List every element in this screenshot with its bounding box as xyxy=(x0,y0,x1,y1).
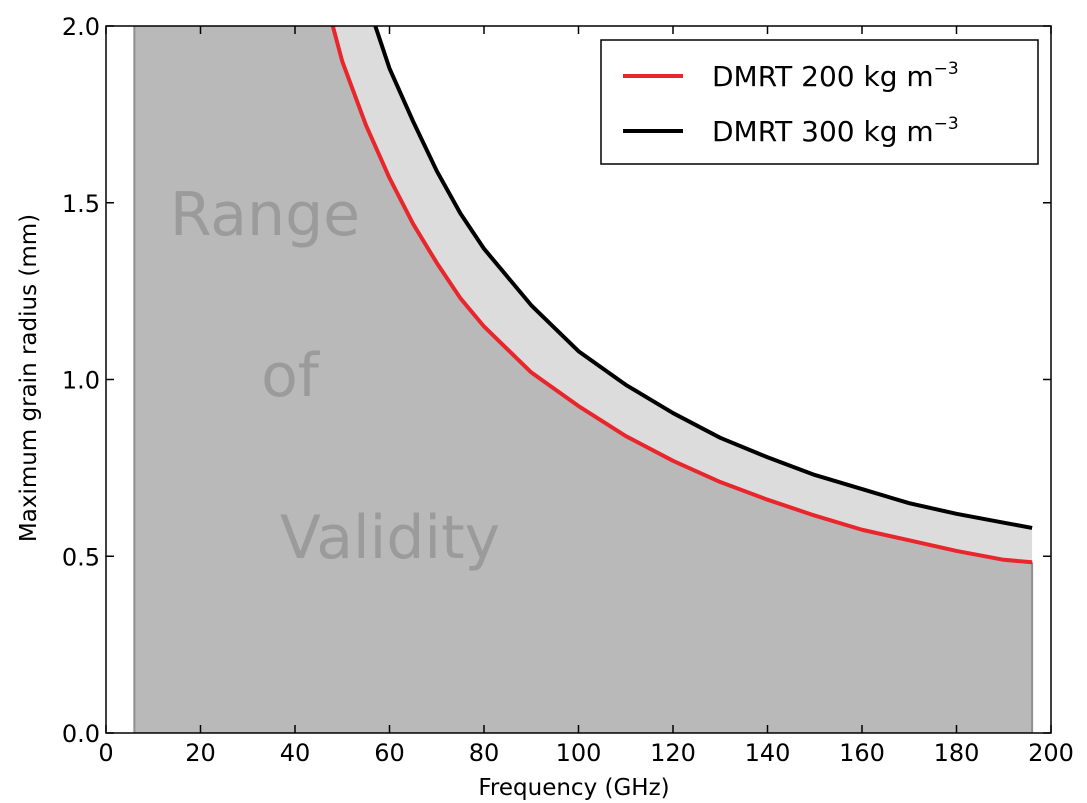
x-tick-label: 160 xyxy=(839,739,885,767)
x-tick-label: 100 xyxy=(556,739,602,767)
y-tick-label: 0.0 xyxy=(62,720,100,748)
x-axis-ticks: 0 20 40 60 80 100 120 140 160 180 200 xyxy=(98,26,1074,767)
validity-band xyxy=(332,26,1033,563)
x-tick-label: 180 xyxy=(934,739,980,767)
legend: DMRT 200 kg m−3 DMRT 300 kg m−3 xyxy=(600,39,1039,165)
legend-label-dmrt-300-exponent: −3 xyxy=(934,114,959,134)
y-tick-label: 2.0 xyxy=(62,13,100,41)
legend-label-dmrt-200: DMRT 200 kg m−3 xyxy=(712,59,959,93)
y-axis-ticks: 0.0 0.5 1.0 1.5 2.0 xyxy=(62,13,1051,748)
series-line-dmrt-300 xyxy=(373,25,1033,530)
legend-label-dmrt-200-text: DMRT 200 kg m xyxy=(712,60,934,93)
legend-label-dmrt-200-exponent: −3 xyxy=(934,59,959,79)
x-tick-label: 80 xyxy=(469,739,500,767)
series-line-dmrt-200 xyxy=(330,25,1033,565)
x-axis-label: Frequency (GHz) xyxy=(478,775,669,801)
x-tick-label: 0 xyxy=(98,739,113,767)
legend-box xyxy=(600,39,1039,165)
x-tick-label: 20 xyxy=(185,739,216,767)
x-tick-label: 60 xyxy=(374,739,405,767)
annotation-range: Range xyxy=(170,180,360,250)
y-tick-label: 1.0 xyxy=(62,367,100,395)
x-tick-label: 200 xyxy=(1028,739,1074,767)
x-tick-label: 140 xyxy=(745,739,791,767)
y-axis-label: Maximum grain radius (mm) xyxy=(16,214,42,542)
validity-region xyxy=(134,26,1033,733)
y-tick-label: 1.5 xyxy=(62,190,100,218)
annotation-validity: Validity xyxy=(280,503,500,573)
y-tick-label: 0.5 xyxy=(62,543,100,571)
x-tick-label: 120 xyxy=(650,739,696,767)
legend-label-dmrt-300-text: DMRT 300 kg m xyxy=(712,115,934,148)
annotation-of: of xyxy=(261,341,321,411)
legend-label-dmrt-300: DMRT 300 kg m−3 xyxy=(712,114,959,148)
x-tick-label: 40 xyxy=(280,739,311,767)
